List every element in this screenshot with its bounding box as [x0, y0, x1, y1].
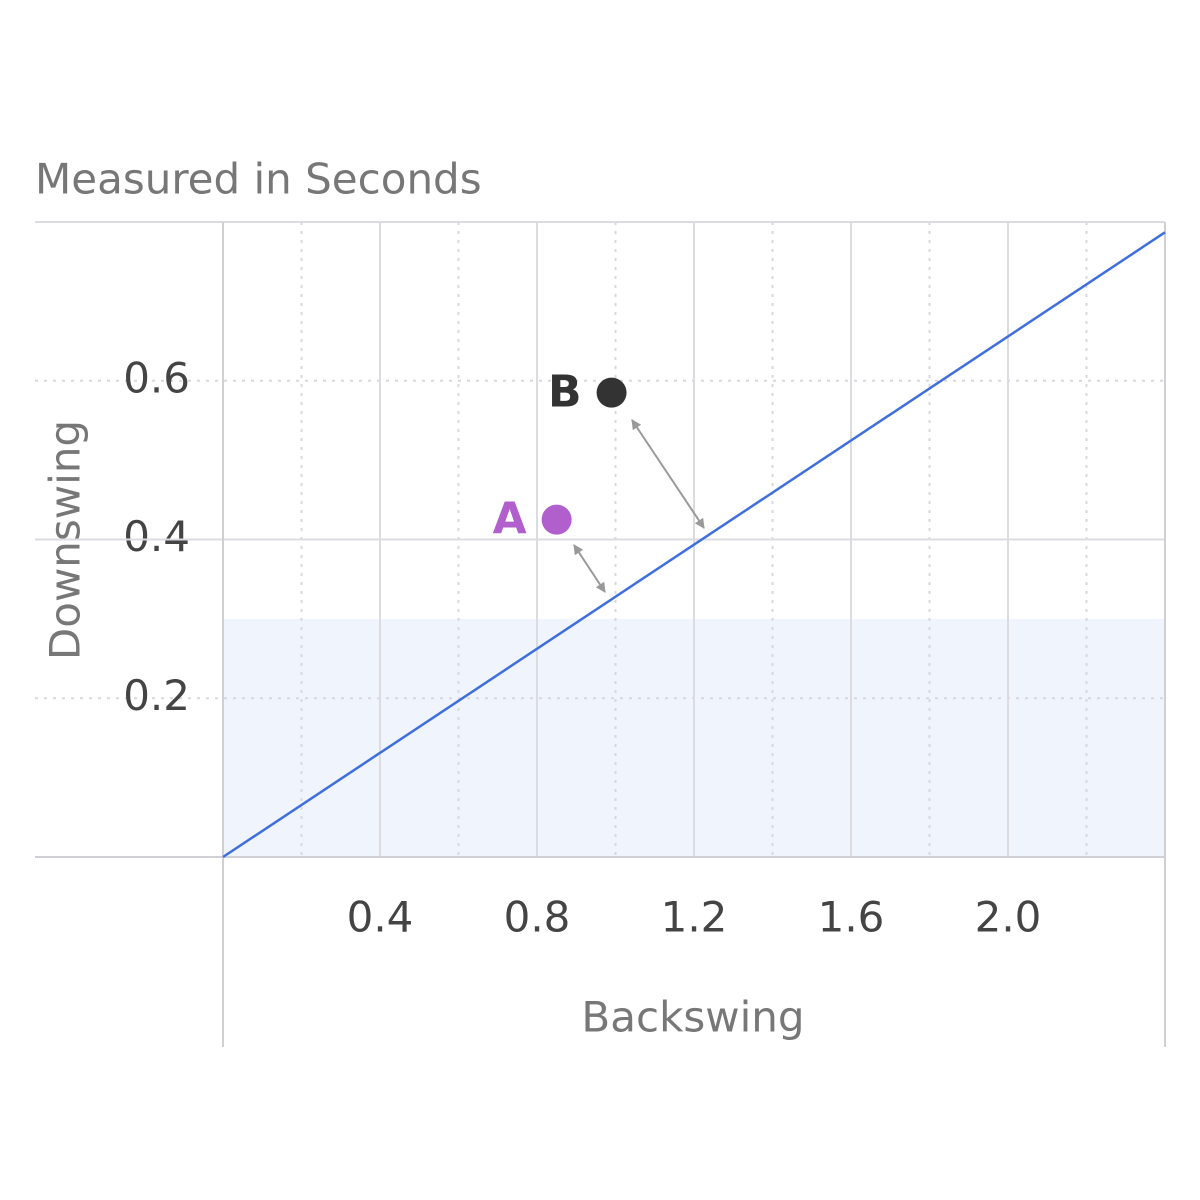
x-tick-label: 1.6: [818, 893, 885, 942]
x-tick-label: 2.0: [975, 893, 1042, 942]
x-tick-label: 0.8: [504, 893, 571, 942]
point: [541, 504, 572, 535]
x-axis-title: Backswing: [581, 993, 804, 1042]
point-label: A: [493, 494, 527, 545]
distance-arrow: [631, 419, 705, 529]
y-tick-label: 0.2: [123, 671, 190, 720]
y-tick-label: 0.4: [123, 512, 190, 561]
reference-line: [222, 231, 1166, 859]
point-label: B: [548, 367, 582, 418]
chart-title: Measured in Seconds: [35, 155, 482, 204]
x-tick-label: 1.2: [661, 893, 728, 942]
plot: 0.2 0.4 0.6 0.4 0.8 1.2 1.6 2.0 A B: [35, 221, 1166, 1047]
distance-arrow: [573, 544, 606, 593]
x-tick-label: 0.4: [347, 893, 414, 942]
point: [596, 377, 627, 408]
y-tick-label: 0.6: [123, 353, 190, 402]
